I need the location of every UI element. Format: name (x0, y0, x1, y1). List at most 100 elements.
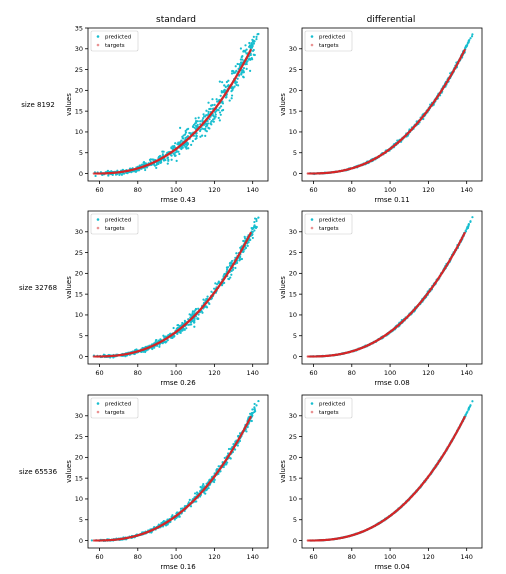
predicted-point (231, 87, 234, 91)
predicted-point (251, 49, 255, 52)
x-tick-label: 120 (208, 369, 220, 377)
row-label-size-32768: size 32768 (19, 284, 57, 292)
y-tick-label: 15 (75, 107, 83, 115)
predicted-point (218, 80, 221, 83)
y-tick-label: 10 (289, 311, 297, 319)
predicted-point (203, 115, 207, 118)
legend-marker-targets (96, 43, 100, 47)
axes-frame (87, 27, 269, 182)
y-tick-label: 30 (75, 45, 83, 53)
predicted-point (239, 258, 242, 261)
predicted-point (205, 306, 209, 309)
data-points (92, 32, 260, 178)
predicted-point (210, 290, 213, 293)
predicted-point (467, 41, 470, 44)
data-points (306, 216, 474, 358)
predicted-point (196, 120, 199, 123)
predicted-point (164, 341, 167, 344)
predicted-point (155, 163, 158, 166)
legend-box (90, 30, 139, 52)
x-tick-label: 120 (422, 186, 434, 194)
predicted-point (221, 102, 225, 105)
y-tick-label: 25 (75, 249, 83, 257)
predicted-point (207, 110, 210, 113)
x-tick-label: 60 (309, 369, 317, 377)
predicted-point (471, 216, 474, 219)
predicted-point (230, 72, 234, 75)
predicted-point (237, 84, 240, 87)
y-tick-label: 0 (293, 170, 297, 178)
predicted-point (234, 266, 237, 270)
predicted-point (239, 47, 243, 50)
predicted-point (142, 161, 146, 164)
predicted-point (189, 321, 192, 324)
y-tick-label: 25 (75, 66, 83, 74)
predicted-point (195, 500, 198, 503)
data-points (92, 216, 260, 359)
y-tick-label: 20 (289, 270, 297, 278)
legend-label-targets: targets (105, 43, 125, 49)
legend-marker-targets (310, 226, 314, 230)
predicted-point (111, 173, 114, 176)
predicted-point (205, 109, 208, 112)
predicted-point (226, 266, 230, 269)
predicted-point (197, 307, 200, 310)
predicted-point (163, 336, 166, 339)
legend-marker-predicted (310, 35, 314, 38)
predicted-point (220, 90, 223, 93)
predicted-point (245, 67, 248, 71)
legend-label-predicted: predicted (319, 218, 345, 224)
predicted-point (166, 156, 169, 160)
predicted-point (201, 311, 204, 314)
predicted-point (202, 113, 205, 116)
predicted-point (194, 307, 198, 311)
predicted-point (201, 134, 204, 137)
predicted-point (253, 217, 257, 220)
y-tick-label: 20 (75, 270, 83, 278)
predicted-point (202, 298, 205, 301)
predicted-point (201, 127, 204, 130)
y-tick-label: 35 (75, 24, 83, 32)
predicted-point (214, 113, 217, 116)
legend-marker-predicted (96, 35, 100, 38)
y-tick-label: 10 (289, 128, 297, 136)
x-axis-label: rmse 0.08 (374, 379, 409, 387)
legend-box (90, 213, 139, 235)
predicted-point (230, 269, 233, 273)
predicted-point (236, 77, 239, 80)
predicted-point (202, 117, 205, 120)
predicted-point (210, 120, 213, 123)
target-point (249, 48, 252, 51)
y-tick-label: 20 (289, 87, 297, 95)
predicted-point (226, 85, 229, 88)
predicted-point (210, 123, 213, 126)
predicted-point (226, 461, 229, 464)
predicted-point (135, 348, 138, 351)
predicted-point (199, 120, 202, 123)
predicted-point (217, 281, 220, 285)
predicted-point (149, 158, 152, 161)
predicted-point (237, 74, 241, 77)
predicted-point (153, 346, 156, 349)
predicted-point (153, 164, 157, 167)
predicted-point (120, 173, 124, 176)
predicted-point (172, 326, 175, 330)
row-label-size-8192: size 8192 (21, 101, 55, 109)
predicted-point (175, 159, 178, 162)
predicted-point (178, 152, 181, 156)
predicted-point (185, 327, 188, 330)
predicted-point (255, 38, 258, 41)
predicted-point (219, 105, 223, 108)
data-points (306, 33, 474, 176)
predicted-point (245, 48, 248, 51)
predicted-point (217, 465, 220, 468)
predicted-point (252, 42, 255, 45)
predicted-point (242, 66, 246, 70)
y-tick-label: 10 (75, 128, 83, 136)
predicted-point (158, 154, 162, 158)
x-tick-label: 100 (170, 369, 182, 377)
